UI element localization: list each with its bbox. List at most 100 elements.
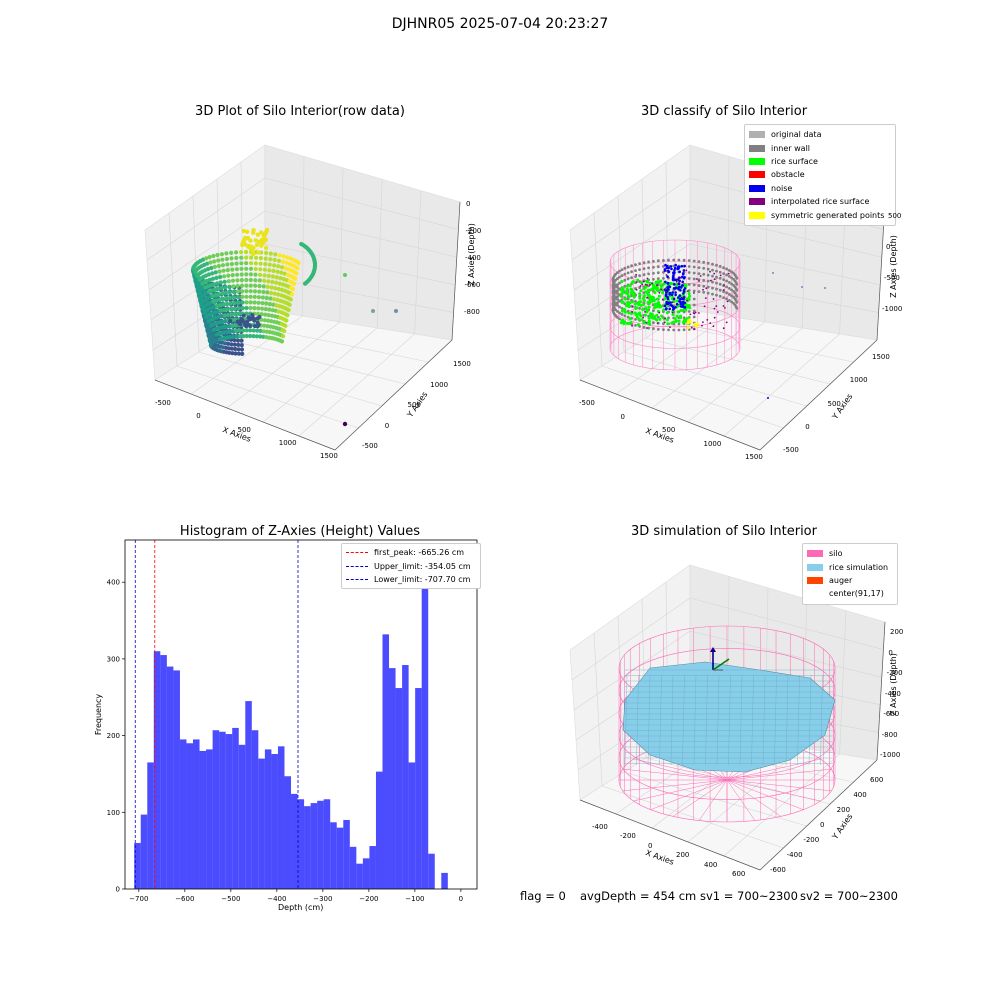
inner-wall-point	[662, 259, 665, 262]
interpolated-point	[700, 275, 702, 277]
legend-label: symmetric generated points	[771, 211, 884, 220]
interpolated-point	[657, 322, 659, 324]
data-point	[267, 268, 271, 272]
data-point	[221, 302, 225, 306]
data-point	[222, 274, 226, 278]
noise-point	[666, 296, 669, 299]
x-tick-label: −600	[175, 895, 194, 903]
status-sv2: sv2 = 700~2300	[800, 889, 898, 903]
inner-wall-point	[735, 283, 738, 286]
data-point	[253, 295, 257, 299]
data-point	[273, 258, 277, 262]
rice-surface-point	[637, 303, 640, 306]
rice-surface-point	[684, 309, 687, 312]
histogram-bar	[167, 667, 174, 889]
noise-point	[681, 284, 684, 287]
data-point	[275, 275, 279, 279]
panel4-x-tick: 0	[648, 842, 652, 850]
noise-point	[668, 308, 671, 311]
data-point	[234, 256, 238, 260]
inner-wall-point	[715, 264, 718, 267]
rice-surface-point	[620, 295, 623, 298]
data-point	[258, 278, 262, 282]
panel2-x-tick: 0	[621, 413, 625, 421]
data-point	[227, 285, 231, 289]
inner-wall-point	[693, 284, 696, 287]
legend-label: auger	[829, 576, 852, 585]
data-point	[259, 256, 263, 260]
interpolated-point	[710, 280, 712, 282]
inner-wall-point	[698, 290, 701, 293]
interpolated-point	[706, 319, 708, 321]
interpolated-point	[640, 285, 642, 287]
noise-point	[672, 274, 675, 277]
data-point	[295, 266, 299, 270]
inner-wall-point	[623, 267, 626, 270]
data-point	[264, 257, 268, 261]
inner-wall-point	[667, 259, 670, 262]
noise-point	[671, 291, 674, 294]
inner-wall-point	[722, 272, 725, 275]
noise-point	[682, 303, 685, 306]
data-point	[232, 295, 236, 299]
rice-surface-point	[648, 293, 651, 296]
rice-surface-point	[676, 300, 679, 303]
outlier-point	[343, 273, 347, 277]
histogram-plot: −700 −600 −500 −400 −300 −200 −100 001002003004…	[107, 540, 477, 903]
rice-surface-point	[686, 306, 689, 309]
histogram-bar	[206, 749, 213, 889]
inner-wall-point	[711, 287, 714, 290]
noise-point	[683, 276, 686, 279]
data-point	[211, 254, 215, 258]
inner-wall-point	[702, 261, 705, 264]
data-point	[252, 306, 256, 310]
inner-wall-point	[719, 295, 722, 298]
data-point	[264, 251, 268, 255]
data-point	[249, 300, 253, 304]
noise-point	[666, 266, 669, 269]
histogram-bar	[422, 558, 429, 889]
histogram-bar	[311, 803, 318, 889]
data-point	[287, 308, 291, 312]
x-tick-label: −100	[405, 895, 424, 903]
panel1-z-tick: -200	[466, 227, 482, 235]
data-point	[267, 274, 271, 278]
rice-surface-point	[628, 322, 631, 325]
histogram-bar	[369, 846, 376, 889]
panel4-y-tick: -600	[770, 866, 786, 874]
noise-point	[678, 271, 681, 274]
rice-surface-point	[658, 306, 661, 309]
rice-surface-point	[658, 295, 661, 298]
data-point	[240, 278, 244, 282]
data-point	[257, 240, 261, 244]
data-point	[227, 279, 231, 283]
panel1-y-tick: 1000	[430, 381, 448, 389]
data-point	[262, 284, 266, 288]
data-point	[231, 284, 235, 288]
inner-wall-point	[618, 276, 621, 279]
inner-wall-point	[683, 328, 686, 331]
rice-surface-point	[648, 306, 651, 309]
data-point	[216, 287, 220, 291]
data-point	[235, 273, 239, 277]
data-point	[224, 251, 228, 255]
inner-wall-point	[711, 293, 714, 296]
inner-wall-point	[621, 268, 624, 271]
data-point	[268, 302, 272, 306]
inner-wall-point	[735, 307, 738, 310]
interpolated-point	[636, 289, 638, 291]
inner-wall-point	[643, 261, 646, 264]
rice-surface-point	[678, 320, 681, 323]
rice-surface-point	[638, 311, 641, 314]
rice-surface-point	[643, 294, 646, 297]
rice-surface-point	[642, 322, 645, 325]
data-point	[211, 277, 215, 281]
histogram-bar	[141, 815, 148, 889]
rice-surface-point	[643, 287, 646, 290]
inner-wall-point	[652, 327, 655, 330]
legend-label: Upper_limit: -354.05 cm	[374, 562, 471, 571]
rice-surface-point	[626, 285, 629, 288]
data-point	[217, 269, 221, 273]
inner-wall-point	[688, 277, 691, 280]
histogram-xlabel: Depth (cm)	[278, 903, 323, 912]
